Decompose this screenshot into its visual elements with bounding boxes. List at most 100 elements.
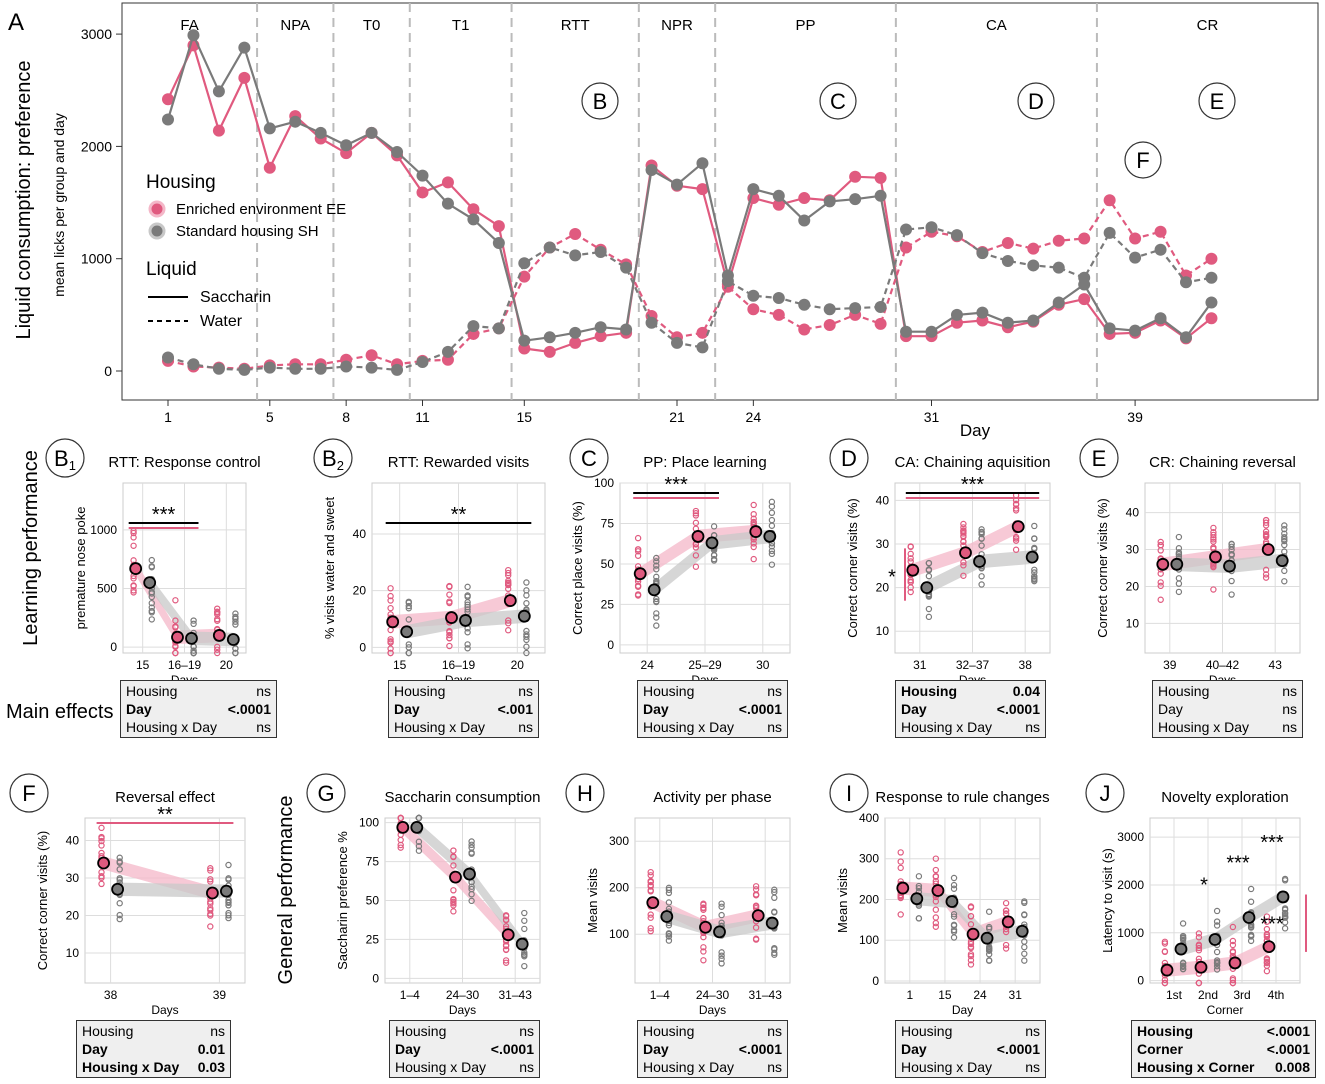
ee-individual-point (967, 957, 975, 964)
stats-row: Housing 0.04 (901, 682, 1040, 700)
ee-individual-point (446, 628, 453, 636)
stats-row: Housing x Day ns (394, 718, 533, 736)
significance-stars: * (888, 566, 896, 588)
panel-title: RTT: Response control (108, 454, 260, 471)
x-tick-label: 15 (938, 988, 952, 1002)
sh-individual-point (950, 928, 958, 935)
ee-water-point (772, 308, 785, 321)
ee-individual-point (1263, 956, 1271, 963)
ee-mean-point (1261, 543, 1275, 556)
ee-individual-point (692, 544, 700, 551)
sh-saccharin-point (212, 85, 225, 98)
ee-individual-point (450, 896, 457, 904)
panel-letter-circle (313, 438, 353, 478)
significance-stars: *** (1226, 852, 1250, 874)
sh-individual-point (978, 573, 985, 580)
stats-term: Housing (643, 1023, 695, 1039)
stats-value: ns (256, 719, 271, 735)
x-tick-label: 1 (906, 988, 913, 1002)
y-axis-label: Correct corner visits (%) (35, 831, 50, 970)
panel-title: Activity per phase (653, 789, 771, 806)
panel-g: G Saccharin consumption 0 25 50 75 100 1–4 24–30… (306, 773, 541, 1017)
sh-water-point (441, 345, 454, 358)
panel-letter-circle (9, 773, 49, 813)
ee-individual-point (1161, 948, 1169, 955)
ee-individual-point (907, 588, 914, 596)
stats-term: Housing (1137, 1023, 1193, 1039)
stats-row: Housing x Day ns (126, 718, 271, 736)
stats-table-b2: Housing ns Day <.001 Housing x Day ns (388, 680, 539, 738)
ee-individual-point (752, 924, 760, 931)
stats-value: <.0001 (996, 1041, 1040, 1057)
stats-table-c: Housing ns Day <.0001 Housing x Day ns (637, 680, 788, 738)
ee-individual-point (214, 649, 221, 657)
stats-term: Day (394, 701, 420, 717)
ee-mean-point (1262, 940, 1276, 954)
sh-individual-point (1247, 898, 1255, 905)
ee-individual-point (1262, 531, 1270, 538)
plot-area (884, 817, 1041, 984)
x-tick-label: 3rd (1233, 988, 1250, 1002)
stats-value: <.0001 (1266, 1041, 1310, 1057)
learning-performance-label: Learning performance (20, 450, 42, 646)
ee-individual-point (700, 957, 707, 964)
ee-mean-point (749, 525, 763, 538)
significance-stars: ** (157, 804, 173, 826)
sh-individual-point (1213, 966, 1221, 973)
y-tick-label: 20 (66, 909, 80, 923)
ee-mean-point (1194, 960, 1208, 974)
sh-water-point (365, 361, 378, 374)
ee-individual-point (446, 591, 453, 598)
panel-letter-circle (45, 438, 85, 478)
stats-value: <.0001 (1266, 1023, 1310, 1039)
sh-individual-point (985, 943, 993, 951)
legend-water-label: Water (200, 313, 243, 330)
ee-saccharin-point (1205, 312, 1218, 325)
ee-individual-point (692, 507, 700, 515)
sh-individual-point (405, 649, 412, 657)
ee-individual-point (1012, 533, 1020, 541)
sh-individual-point (464, 592, 471, 599)
sh-individual-point (925, 566, 933, 573)
x-tick-label: 1–4 (400, 988, 420, 1002)
sh-saccharin-point (187, 29, 200, 42)
sh-individual-point (415, 838, 423, 845)
ee-ribbon (1167, 940, 1269, 977)
ee-individual-point (692, 519, 700, 527)
sh-individual-point (521, 925, 528, 933)
ee-individual-point (387, 645, 394, 652)
panel-letter: I (846, 781, 852, 806)
sh-water-point (518, 257, 531, 270)
stats-term: Housing x Day (126, 719, 218, 735)
sh-water-point (976, 247, 989, 260)
ee-mean-point (1001, 915, 1015, 929)
stats-row: Housing ns (901, 1022, 1040, 1040)
stats-table-f: Housing ns Day 0.01 Housing x Day 0.03 (76, 1020, 231, 1078)
ee-individual-point (98, 849, 105, 857)
y-tick-label: 1000 (81, 251, 112, 267)
sh-water-point (594, 245, 607, 258)
stats-term: Housing (901, 683, 957, 699)
ee-water-point (1129, 232, 1142, 245)
sh-ribbon (1181, 890, 1283, 956)
sh-mean-point (185, 631, 198, 645)
y-tick-label: 20 (1126, 579, 1140, 593)
stats-term: Housing (643, 683, 695, 699)
sh-individual-point (464, 583, 471, 591)
ee-individual-point (647, 925, 654, 932)
main-effects-label: Main effects (6, 701, 113, 723)
x-tick-label: 15 (136, 658, 150, 672)
sh-individual-point (415, 847, 423, 854)
ee-individual-point (1210, 534, 1217, 541)
stats-row: Day <.0001 (643, 1040, 782, 1058)
ee-individual-point (897, 911, 904, 918)
sh-saccharin-point (1180, 331, 1192, 344)
sh-individual-point (1213, 922, 1221, 929)
panel-j: J Novelty exploration 0 1000 2000 3000 1st 2nd 3… (1085, 773, 1307, 1017)
ee-individual-point (967, 940, 975, 948)
panel-a-letter: A (8, 9, 24, 36)
stats-value: ns (518, 683, 533, 699)
ee-saccharin-point (798, 192, 811, 205)
sh-saccharin-point (1001, 316, 1014, 329)
ee-individual-point (967, 951, 975, 958)
